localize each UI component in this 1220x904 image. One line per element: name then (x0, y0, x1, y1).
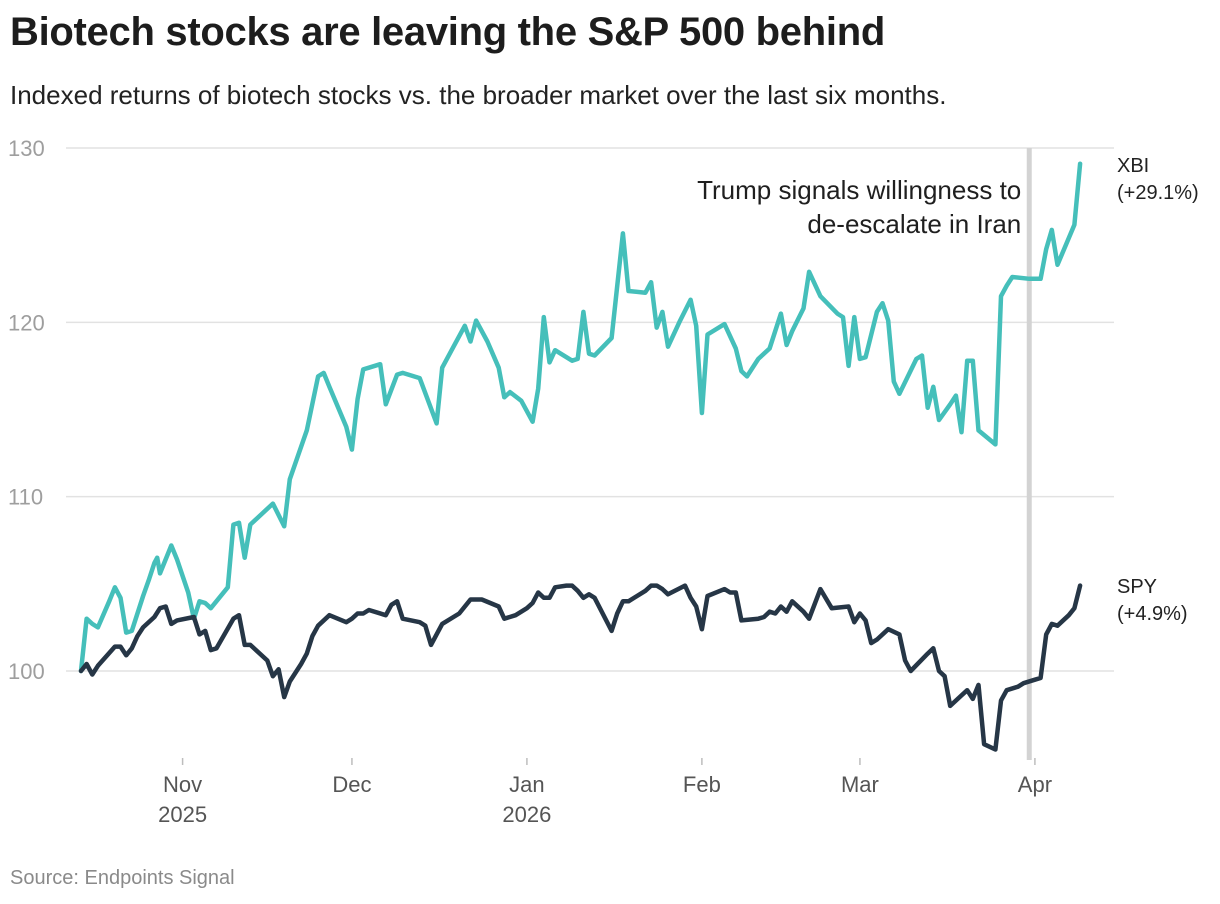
end-labels: XBI (+29.1%) SPY (+4.9%) (1117, 155, 1199, 625)
x-tick-label: Nov (163, 772, 202, 797)
series-lines (78, 161, 1083, 752)
series-line-xbi (78, 161, 1083, 674)
event-marker: Trump signals willingness to de-escalate … (697, 148, 1032, 760)
chart-subtitle: Indexed returns of biotech stocks vs. th… (10, 80, 947, 110)
x-tick-label: Feb (683, 772, 721, 797)
y-tick-label: 100 (8, 659, 45, 684)
x-tick-label: Apr (1018, 772, 1052, 797)
x-tick-label: Dec (332, 772, 371, 797)
x-tick-label: Jan (509, 772, 544, 797)
end-label-spy: SPY (1117, 576, 1157, 598)
x-tick-year: 2026 (502, 802, 551, 827)
x-tick-year: 2025 (158, 802, 207, 827)
series-line-spy (78, 583, 1083, 752)
annotation-text: Trump signals willingness to (697, 175, 1021, 205)
y-tick-label: 130 (8, 136, 45, 161)
annotation-text: de-escalate in Iran (807, 209, 1021, 239)
end-label-xbi: XBI (1117, 155, 1149, 177)
source-note: Source: Endpoints Signal (10, 867, 235, 889)
y-tick-label: 120 (8, 310, 45, 335)
chart-title: Biotech stocks are leaving the S&P 500 b… (10, 10, 885, 54)
y-tick-label: 110 (8, 485, 43, 510)
x-tick-label: Mar (841, 772, 879, 797)
end-label-spy: (+4.9%) (1117, 603, 1188, 625)
y-axis: 100 110 120 130 (8, 136, 45, 684)
x-axis: Nov 2025 Dec Jan 2026 Feb Mar Apr (158, 758, 1052, 827)
end-label-xbi: (+29.1%) (1117, 182, 1199, 204)
